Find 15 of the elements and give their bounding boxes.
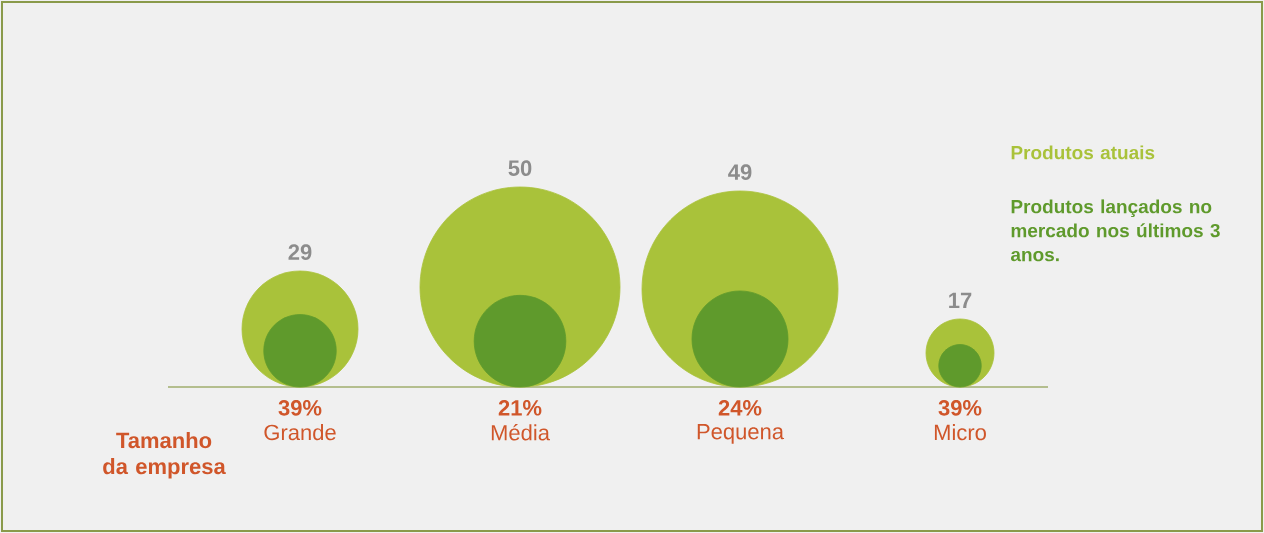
- category-label: Média: [491, 424, 550, 441]
- legend-label: Produtos atuais: [1011, 145, 1155, 160]
- data-label: 17: [949, 292, 972, 308]
- data-label: 24%: [718, 400, 762, 416]
- category-label: Grande: [264, 424, 336, 441]
- category-label: Pequena: [697, 424, 785, 444]
- data-label: 39%: [278, 400, 322, 416]
- data-label: 50: [508, 160, 532, 176]
- data-label: 39%: [938, 400, 982, 416]
- legend-label: Produtos lançados no mercado nos últimos 3 anos.: [1010, 199, 1220, 262]
- category-label: Micro: [934, 424, 986, 441]
- data-label: 21%: [498, 400, 542, 416]
- data-label: 29: [288, 244, 312, 260]
- data-label: 49: [728, 164, 752, 180]
- text: Tamanho da empresa: [103, 432, 226, 479]
